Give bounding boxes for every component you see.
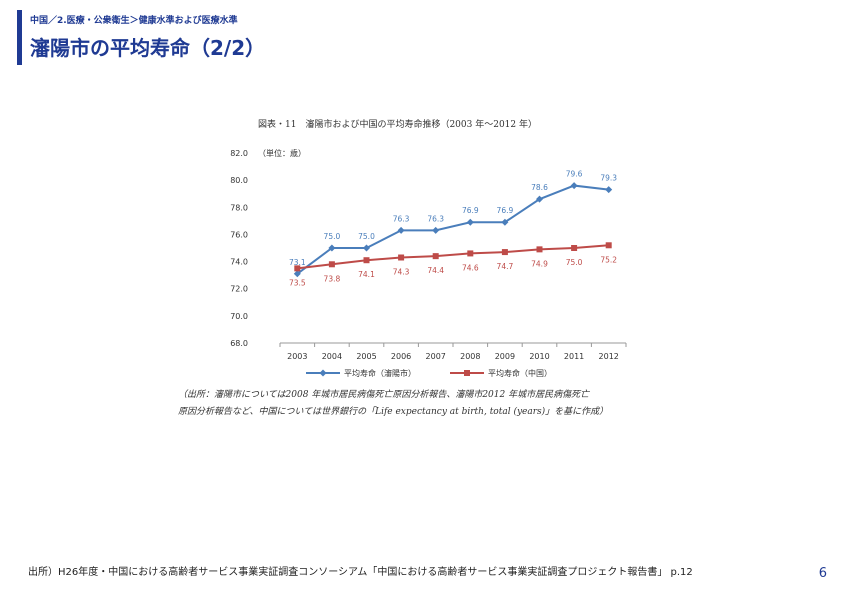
data-point-china	[571, 245, 578, 251]
data-point-china	[536, 246, 543, 253]
data-point-shenyang	[570, 182, 578, 190]
x-tick-label: 2007	[426, 352, 446, 361]
data-point-china	[398, 254, 405, 261]
x-tick-label: 2009	[495, 352, 515, 361]
legend-marker-china	[464, 370, 470, 376]
data-label-china: 73.5	[289, 278, 306, 287]
chart-frame: （単位：歳） 82.0 80.0 78.0 76.0 74.0 72.0 70.0 68.0 20…	[218, 137, 646, 385]
data-label-shenyang: 79.6	[566, 170, 583, 179]
data-label-shenyang: 73.1	[289, 258, 306, 267]
x-tick-label: 2010	[529, 352, 549, 361]
x-tick-label: 2005	[356, 352, 376, 361]
data-point-shenyang	[605, 186, 613, 194]
y-tick-label: 72.0	[230, 285, 248, 294]
x-tick-label: 2011	[564, 352, 584, 361]
data-point-china	[363, 257, 370, 264]
data-label-shenyang: 75.0	[358, 232, 375, 241]
data-label-china: 74.1	[358, 270, 375, 279]
data-label-china: 74.3	[393, 268, 410, 277]
y-tick-label: 68.0	[230, 339, 248, 348]
life-expectancy-chart: （単位：歳） 82.0 80.0 78.0 76.0 74.0 72.0 70.0 68.0 20…	[230, 148, 627, 378]
data-label-china: 73.8	[324, 274, 341, 283]
data-point-china	[328, 261, 335, 268]
x-tick-label: 2012	[599, 352, 619, 361]
figure-source-line-2: 原因分析報告など、中国については世界銀行の「Life expectancy at…	[178, 407, 609, 417]
figure-caption: 図表・11 瀋陽市および中国の平均寿命推移（2003 年～2012 年）	[258, 120, 537, 130]
series-line-shenyang	[296, 184, 609, 275]
data-label-shenyang: 76.3	[393, 214, 410, 223]
footer-source: 出所）H26年度・中国における高齢者サービス事業実証調査コンソーシアム「中国にお…	[28, 567, 693, 578]
data-label-shenyang: 78.6	[531, 183, 548, 192]
data-point-shenyang	[536, 195, 543, 203]
data-label-china: 75.2	[600, 255, 617, 264]
x-tick-label: 2004	[322, 352, 342, 361]
data-point-shenyang	[328, 244, 336, 252]
x-tick-label: 2003	[287, 352, 307, 361]
y-tick-label: 78.0	[230, 203, 248, 212]
y-tick-label: 80.0	[230, 176, 248, 185]
header-accent-bar	[17, 10, 22, 65]
data-point-shenyang	[501, 218, 509, 226]
data-point-china	[432, 253, 439, 260]
data-point-china	[467, 250, 474, 257]
unit-label: （単位：歳）	[258, 148, 306, 158]
y-tick-label: 76.0	[230, 230, 248, 239]
data-label-china: 74.6	[462, 263, 479, 272]
y-tick-label: 70.0	[230, 312, 248, 321]
data-point-shenyang	[363, 244, 370, 252]
data-point-shenyang	[432, 226, 440, 234]
data-point-china	[605, 242, 612, 249]
data-point-shenyang	[293, 270, 301, 278]
breadcrumb: 中国／2.医療・公衆衛生＞健康水準および医療水準	[30, 16, 238, 26]
figure-source-line-1: （出所：瀋陽市については2008 年城市居民病傷死亡原因分析報告、瀋陽市2012…	[178, 390, 590, 400]
legend-marker-shenyang	[319, 369, 327, 377]
legend-label-shenyang: 平均寿命（瀋陽市）	[344, 368, 416, 378]
x-tick-label: 2008	[460, 352, 480, 361]
legend-label-china: 平均寿命（中国）	[488, 368, 552, 378]
page-title: 瀋陽市の平均寿命（2/2）	[30, 36, 266, 60]
data-label-shenyang: 76.9	[497, 206, 514, 215]
data-point-china	[501, 249, 508, 256]
series-line-china	[297, 244, 609, 270]
y-tick-label: 74.0	[230, 258, 248, 267]
data-label-china: 75.0	[566, 258, 583, 267]
data-point-china	[294, 265, 301, 272]
data-label-china: 74.4	[427, 266, 444, 275]
y-tick-label: 82.0	[230, 149, 248, 158]
data-point-shenyang	[466, 218, 474, 226]
data-label-shenyang: 76.3	[427, 214, 444, 223]
data-label-china: 74.7	[497, 262, 514, 271]
data-label-china: 74.9	[531, 259, 548, 268]
x-tick-label: 2006	[391, 352, 411, 361]
page-number: 6	[818, 566, 827, 581]
data-label-shenyang: 76.9	[462, 206, 479, 215]
data-label-shenyang: 79.3	[600, 174, 617, 183]
data-point-shenyang	[397, 226, 405, 234]
data-label-shenyang: 75.0	[324, 232, 341, 241]
